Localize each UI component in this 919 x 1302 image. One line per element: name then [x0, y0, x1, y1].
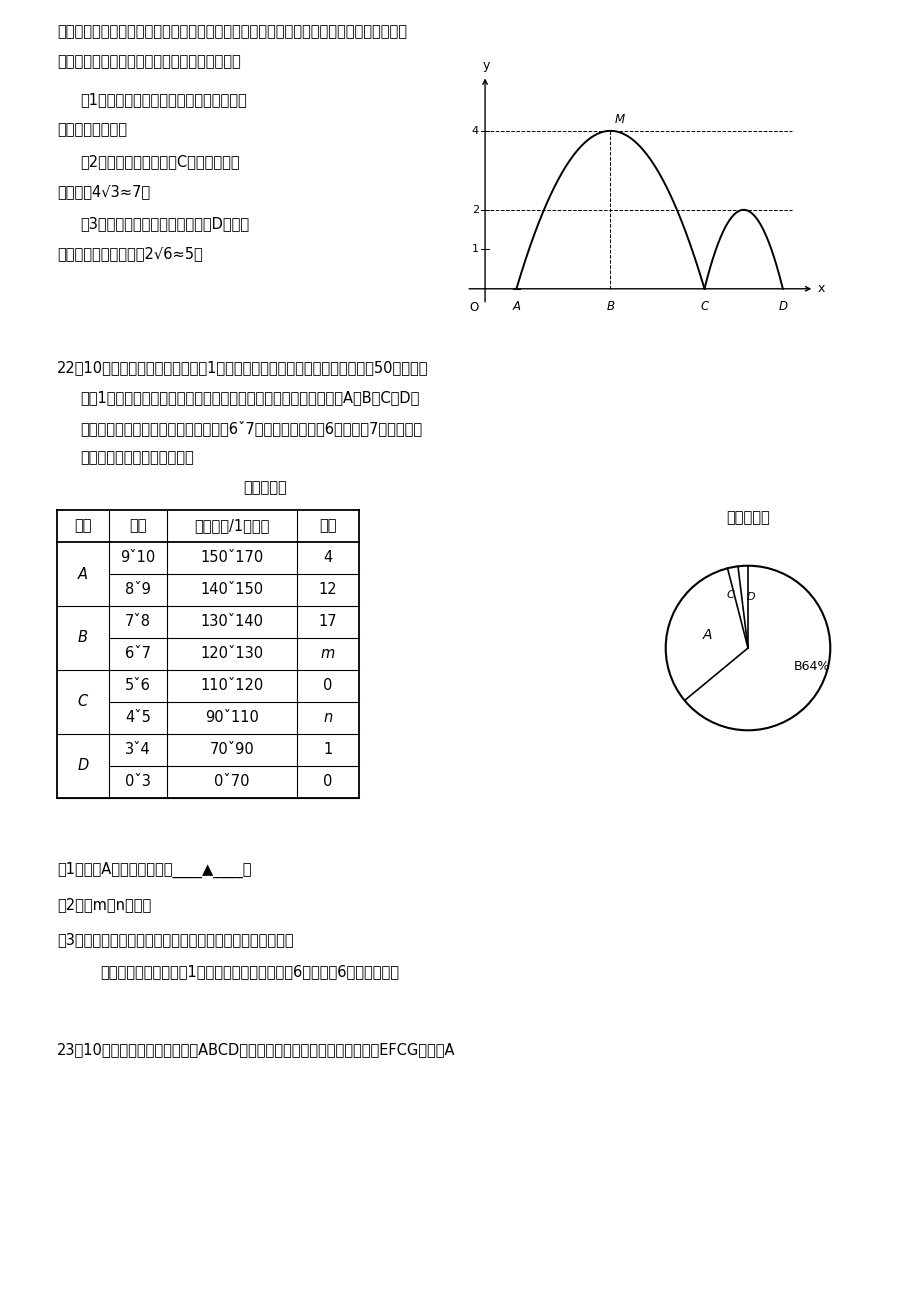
Text: 1: 1: [471, 245, 478, 254]
Text: 110ˇ120: 110ˇ120: [200, 678, 264, 694]
Text: 跳绳（次/1分钟）: 跳绳（次/1分钟）: [194, 518, 269, 534]
Text: y: y: [482, 59, 490, 72]
Text: 频数分布表: 频数分布表: [243, 480, 287, 496]
Text: 2: 2: [471, 204, 478, 215]
Text: M: M: [615, 113, 625, 126]
Text: 0: 0: [323, 678, 333, 694]
Text: 米？（取4√3≈7）: 米？（取4√3≈7）: [57, 185, 150, 199]
Text: 140ˇ150: 140ˇ150: [200, 582, 263, 598]
Text: B: B: [78, 630, 88, 646]
Text: 频数: 频数: [319, 518, 336, 534]
Text: 90ˇ110: 90ˇ110: [205, 711, 258, 725]
Text: 似）和扇形统计图（如图）．: 似）和扇形统计图（如图）．: [80, 450, 194, 466]
Text: 0ˇ70: 0ˇ70: [214, 775, 249, 789]
Text: （3）在抽取的这个样本中，请说明哪个分数段的学生最多？: （3）在抽取的这个样本中，请说明哪个分数段的学生最多？: [57, 932, 293, 948]
Text: 分値: 分値: [129, 518, 147, 534]
Text: 9ˇ10: 9ˇ10: [120, 551, 155, 565]
Text: 0ˇ3: 0ˇ3: [125, 775, 151, 789]
Text: 请你帮助老师计算这次1分钟跳绳测试的及格率（6分以上含6分为及格）．: 请你帮助老师计算这次1分钟跳绳测试的及格率（6分以上含6分为及格）．: [100, 965, 399, 979]
Text: D: D: [77, 759, 88, 773]
Text: 等，并绘制成下面的频数分布表（注：6ˇ7的意义为大于等于6分且小于7分，其余类: 等，并绘制成下面的频数分布表（注：6ˇ7的意义为大于等于6分且小于7分，其余类: [80, 421, 422, 436]
Text: n: n: [323, 711, 333, 725]
Text: 3ˇ4: 3ˇ4: [125, 742, 151, 758]
Text: x: x: [816, 283, 823, 296]
Text: 12: 12: [318, 582, 337, 598]
Text: （1）等级A人数的百分比是____▲____；: （1）等级A人数的百分比是____▲____；: [57, 862, 251, 878]
Text: 状相同，最大高度减少到原来最大高度的一半．: 状相同，最大高度减少到原来最大高度的一半．: [57, 55, 241, 69]
Text: 再向前跑多少米？（取2√6≈5）: 再向前跑多少米？（取2√6≈5）: [57, 246, 202, 262]
Text: （2）足球第一次落地点C距守门员多少: （2）足球第一次落地点C距守门员多少: [80, 155, 239, 169]
Text: 150ˇ170: 150ˇ170: [200, 551, 264, 565]
Text: C: C: [725, 590, 733, 600]
Text: （1）求足球开始飞出到第一次落地时，该: （1）求足球开始飞出到第一次落地时，该: [80, 92, 246, 108]
Text: 70ˇ90: 70ˇ90: [210, 742, 254, 758]
Text: 扇形统计图: 扇形统计图: [725, 510, 769, 526]
Text: 选考1分钟跳绳，根据测试评分标准，将她们的成绩进行统计后分为A，B，C，D四: 选考1分钟跳绳，根据测试评分标准，将她们的成绩进行统计后分为A，B，C，D四: [80, 391, 419, 405]
Text: 抛物线的表达式．: 抛物线的表达式．: [57, 122, 127, 138]
Text: 6ˇ7: 6ˇ7: [125, 647, 151, 661]
Text: m: m: [321, 647, 335, 661]
Text: O: O: [469, 301, 478, 314]
Text: A: A: [78, 566, 88, 582]
Text: D: D: [745, 592, 754, 602]
Text: 0: 0: [323, 775, 333, 789]
Text: 4ˇ5: 4ˇ5: [125, 711, 151, 725]
Text: 7ˇ8: 7ˇ8: [125, 615, 151, 629]
Text: 1: 1: [323, 742, 333, 758]
Text: 4: 4: [471, 126, 478, 135]
Text: 米高，球落地后又一次弹起．据实验测算，足球在草坪上弹起后的抛物线与原来的抛物线形: 米高，球落地后又一次弹起．据实验测算，足球在草坪上弹起后的抛物线与原来的抛物线形: [57, 25, 406, 39]
Text: B64%: B64%: [792, 660, 829, 673]
Text: 23（10分）如图，在一块正方形ABCD木板上要贴三种不同的墙纸，正方形EFCG部分贴A: 23（10分）如图，在一块正方形ABCD木板上要贴三种不同的墙纸，正方形EFCG…: [57, 1043, 455, 1057]
Text: 120ˇ130: 120ˇ130: [200, 647, 263, 661]
Text: D: D: [777, 299, 787, 312]
Text: 130ˇ140: 130ˇ140: [200, 615, 263, 629]
Text: A: A: [512, 299, 520, 312]
Text: 17: 17: [318, 615, 337, 629]
Text: A: A: [702, 628, 711, 642]
Text: 8ˇ9: 8ˇ9: [125, 582, 151, 598]
Text: 22（10分）我市中考体育测试中，1分钟跳绳为自选项目．某中学九年级共有50名女同学: 22（10分）我市中考体育测试中，1分钟跳绳为自选项目．某中学九年级共有50名女…: [57, 361, 428, 375]
Text: 5ˇ6: 5ˇ6: [125, 678, 151, 694]
Text: 等级: 等级: [74, 518, 92, 534]
Text: B: B: [606, 299, 614, 312]
Text: C: C: [78, 694, 88, 710]
Text: （2）求m，n的值；: （2）求m，n的值；: [57, 897, 151, 913]
Text: 4: 4: [323, 551, 333, 565]
Text: C: C: [699, 299, 708, 312]
Text: （3）运动员乙要抢到第二个落点D，他应: （3）运动员乙要抢到第二个落点D，他应: [80, 216, 249, 232]
